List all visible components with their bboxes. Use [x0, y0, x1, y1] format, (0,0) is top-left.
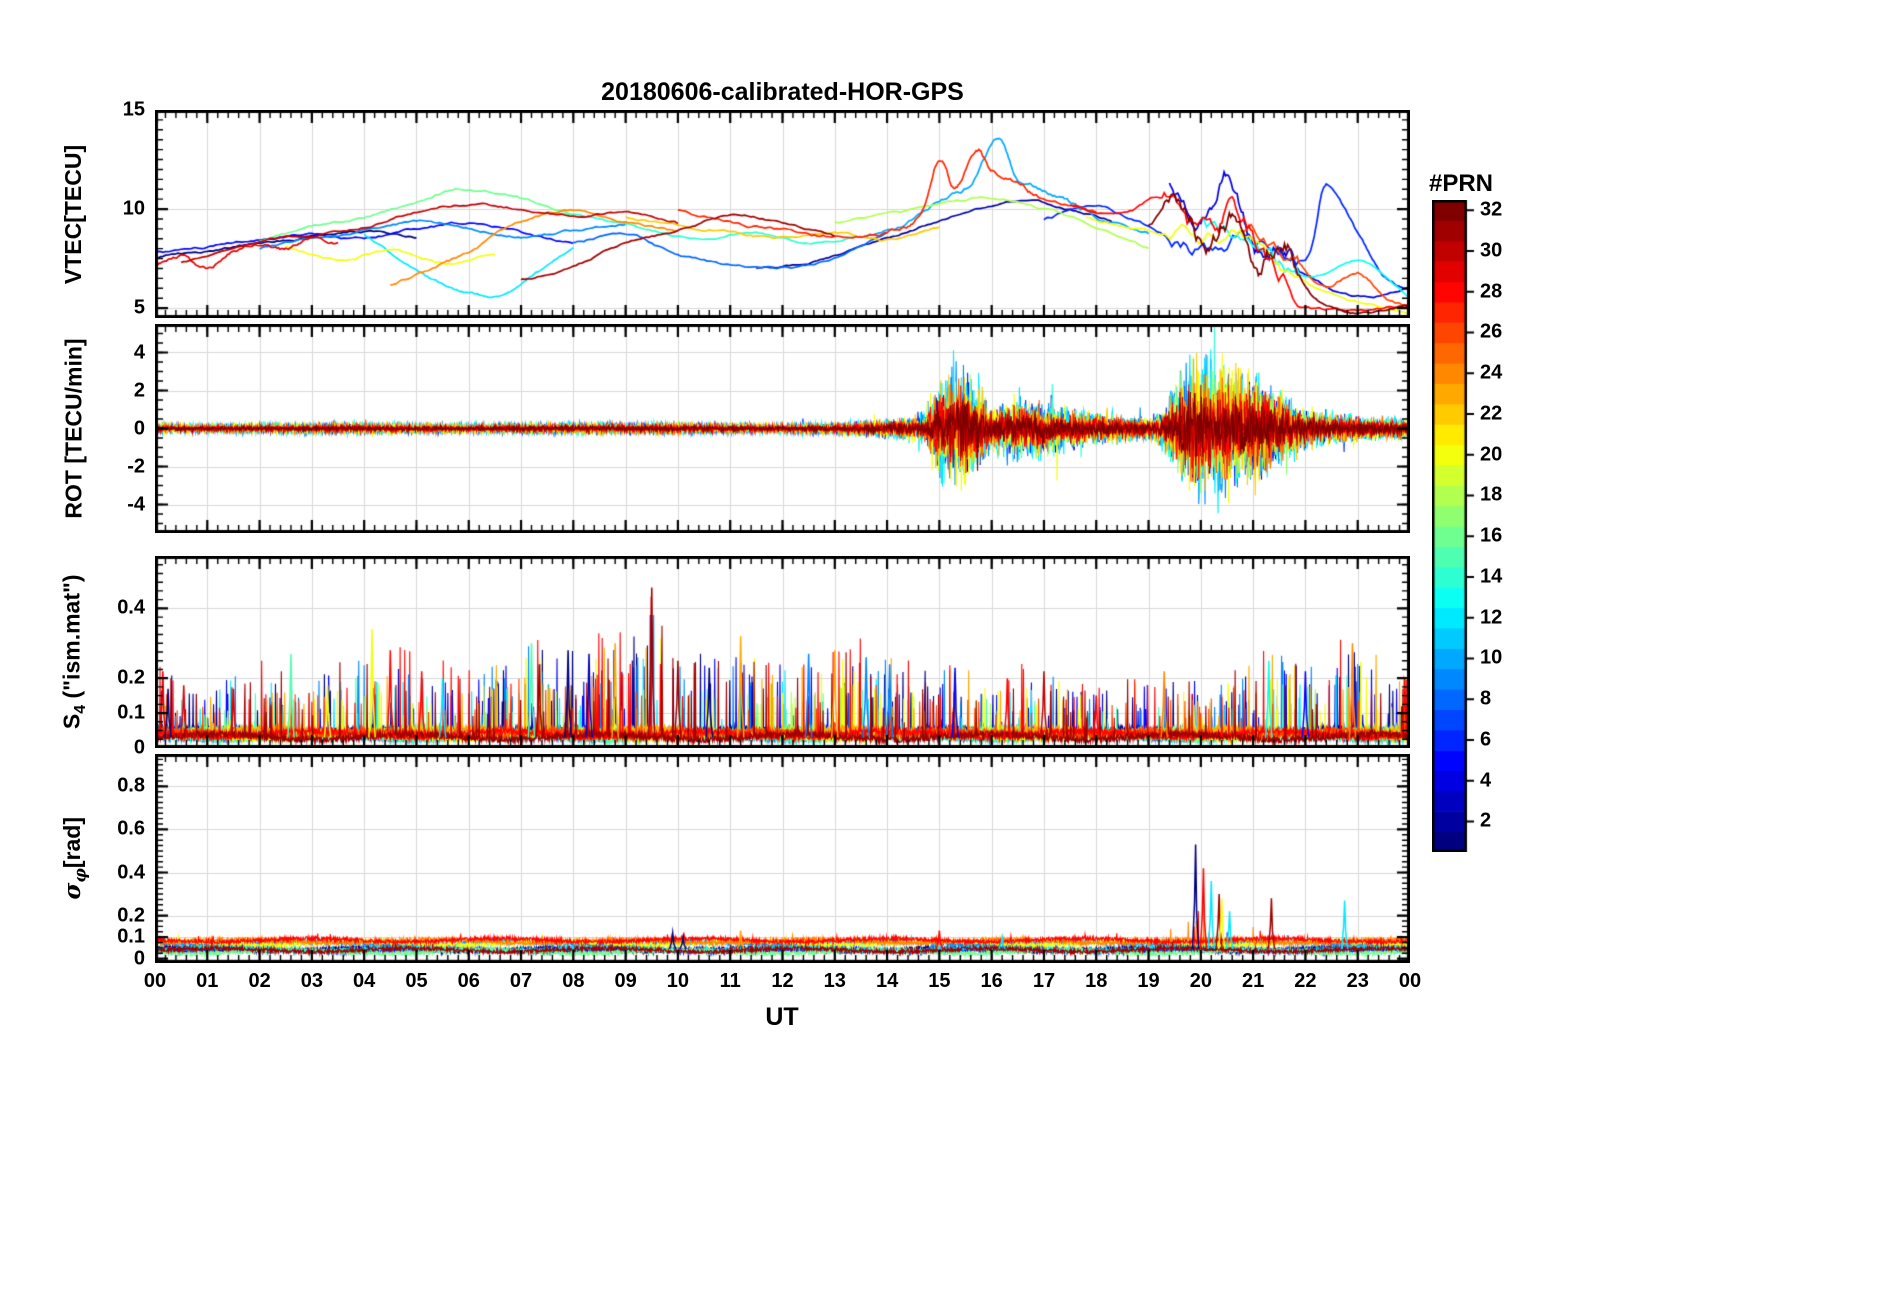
x-tick-label: 23: [1346, 970, 1369, 992]
x-tick-label: 15: [928, 970, 951, 992]
colorbar-tick-label: 14: [1480, 565, 1503, 588]
x-tick-label: 18: [1085, 970, 1108, 992]
colorbar-tick-label: 8: [1480, 687, 1492, 710]
colorbar-tick-label: 6: [1480, 728, 1492, 751]
x-tick-label: 08: [562, 970, 585, 992]
x-axis-label: UT: [765, 1003, 799, 1031]
chart-title: 20180606-calibrated-HOR-GPS: [601, 78, 964, 106]
y-tick-label: 0.4: [117, 596, 145, 619]
x-tick-label: 00: [143, 970, 167, 992]
x-tick-label: 09: [614, 970, 637, 992]
panel-canvas-s4: [155, 556, 1410, 748]
x-tick-label: 03: [300, 970, 323, 992]
x-tick-label: 13: [823, 970, 846, 992]
colorbar-tick-label: 12: [1480, 606, 1503, 629]
x-tick-label: 00: [1398, 970, 1422, 992]
colorbar-tick-label: 30: [1480, 239, 1503, 262]
colorbar-tick-label: 4: [1480, 769, 1492, 792]
y-axis-label-rot: ROT [TECU/min]: [60, 338, 87, 519]
x-tick-label: 12: [771, 970, 794, 992]
x-tick-label: 11: [719, 970, 741, 992]
x-tick-label: 14: [875, 970, 899, 992]
panel-canvas-vtec: [155, 110, 1410, 318]
y-tick-label: 0.1: [117, 925, 145, 948]
x-tick-label: 01: [196, 970, 219, 992]
y-axis-label-vtec: VTEC[TECU]: [60, 144, 87, 284]
x-tick-label: 04: [353, 970, 376, 992]
panel-canvas-rot: [155, 324, 1410, 533]
panel-canvas-sigma-phi: [155, 754, 1410, 963]
y-tick-label: -2: [127, 455, 145, 477]
colorbar-tick-label: 28: [1480, 280, 1503, 303]
x-tick-label: 06: [457, 970, 480, 992]
x-tick-label: 16: [980, 970, 1003, 992]
y-tick-label: 0: [133, 947, 145, 970]
colorbar-tick-label: 24: [1480, 361, 1503, 384]
x-tick-label: 05: [405, 970, 428, 992]
y-tick-label: 0: [133, 417, 145, 439]
colorbar-tick-label: 26: [1480, 320, 1503, 343]
x-tick-label: 07: [509, 970, 533, 992]
x-tick-label: 17: [1032, 970, 1056, 992]
y-tick-label: 0.2: [117, 904, 145, 927]
y-tick-label: 0.6: [117, 817, 145, 840]
y-tick-label: 2: [133, 379, 145, 401]
x-tick-label: 20: [1189, 970, 1212, 992]
y-tick-label: 0.8: [117, 774, 145, 797]
colorbar-tick-label: 32: [1480, 198, 1503, 221]
colorbar-tick-label: 18: [1480, 483, 1503, 506]
y-tick-label: 15: [122, 98, 145, 121]
colorbar-tick-label: 10: [1480, 646, 1503, 669]
y-tick-label: 5: [133, 296, 145, 319]
y-axis-label-s4: S4 ("ism.mat"): [58, 574, 89, 730]
colorbar-title: #PRN: [1428, 170, 1494, 197]
colorbar-tick-label: 20: [1480, 443, 1503, 466]
colorbar-tick-label: 22: [1480, 402, 1503, 425]
y-tick-label: -4: [127, 493, 145, 515]
y-tick-label: 4: [133, 341, 145, 363]
y-tick-label: 10: [122, 197, 145, 220]
y-tick-label: 0.2: [117, 666, 145, 689]
x-tick-label: 21: [1242, 970, 1265, 992]
colorbar-canvas: [1432, 200, 1476, 852]
x-tick-label: 19: [1137, 970, 1160, 992]
x-tick-label: 02: [248, 970, 271, 992]
y-tick-label: 0.1: [117, 701, 145, 724]
y-axis-label-sigma-phi: σφ[rad]: [58, 817, 90, 900]
y-tick-label: 0.4: [117, 861, 145, 883]
y-tick-label: 0: [133, 736, 145, 759]
x-tick-label: 22: [1294, 970, 1317, 992]
colorbar-tick-label: 2: [1480, 809, 1492, 832]
x-tick-label: 10: [666, 970, 690, 992]
colorbar-tick-label: 16: [1480, 524, 1503, 547]
